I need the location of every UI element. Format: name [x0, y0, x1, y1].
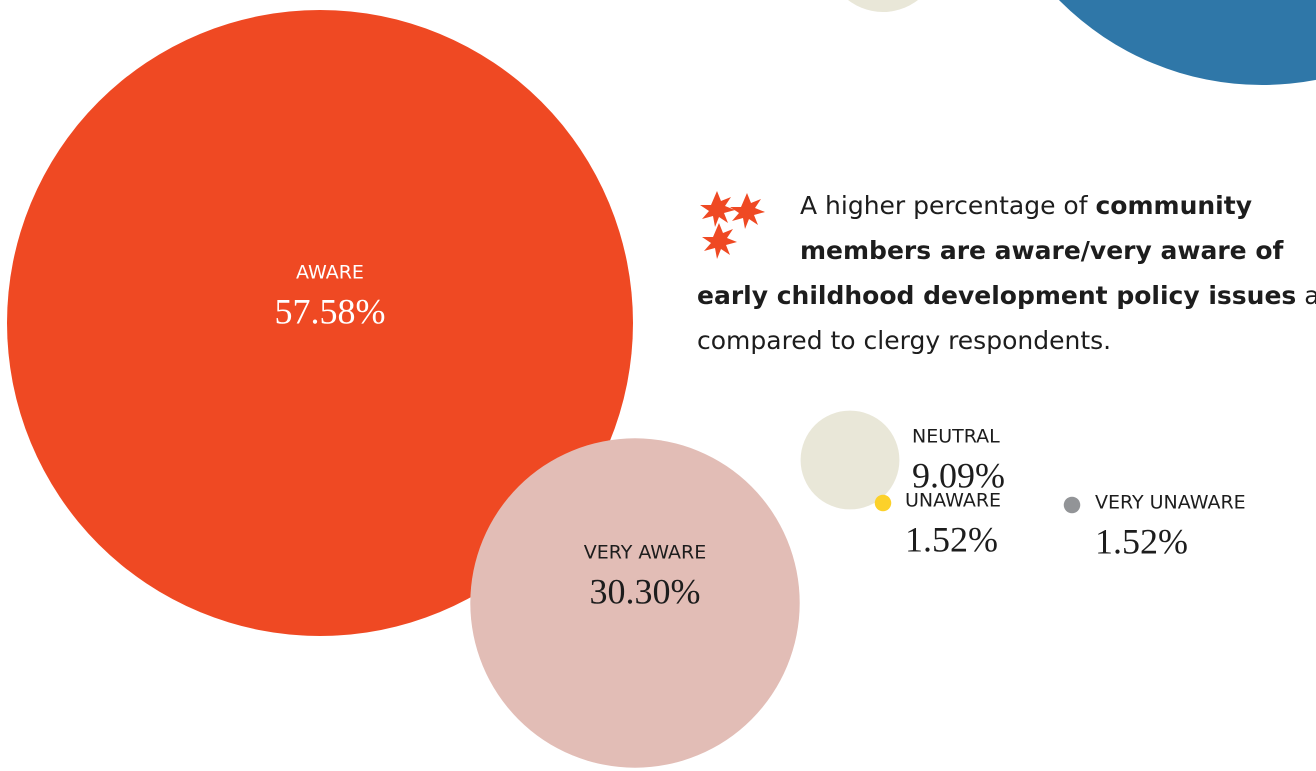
category-label: VERY AWARE — [584, 542, 707, 564]
value-label: 1.52% — [905, 519, 998, 559]
value-label: 1.52% — [1095, 521, 1188, 561]
bubble — [470, 438, 800, 768]
value-label: 57.58% — [275, 291, 386, 331]
note-text: A higher percentage of — [800, 191, 1096, 220]
annotation: A higher percentage of community members… — [697, 183, 1316, 363]
category-label: VERY UNAWARE — [1095, 492, 1246, 514]
bubble — [1063, 496, 1081, 514]
bubble — [874, 494, 892, 512]
note-bold: community members are aware/very aware o… — [697, 191, 1297, 310]
bubble — [7, 10, 633, 636]
bubble — [800, 410, 900, 510]
category-label: UNAWARE — [905, 490, 1001, 512]
value-label: 30.30% — [590, 571, 701, 611]
icon — [700, 191, 765, 259]
value-label: 9.09% — [912, 455, 1005, 495]
category-label: NEUTRAL — [912, 426, 1000, 448]
note-text: as compared to clergy respondents. — [697, 281, 1316, 355]
decor-circle — [1059, 0, 1316, 85]
decor-circle — [848, 0, 918, 12]
category-label: AWARE — [296, 262, 364, 284]
